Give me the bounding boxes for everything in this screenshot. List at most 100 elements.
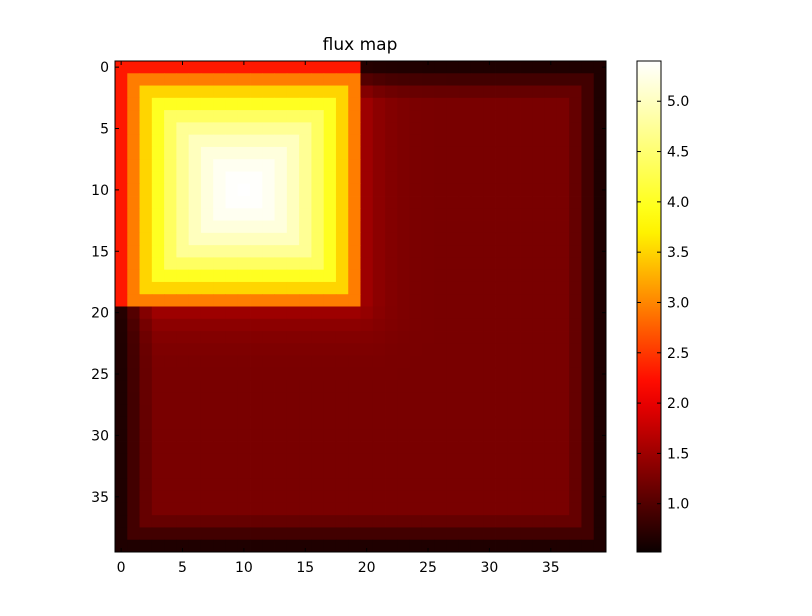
heatmap-cell bbox=[311, 539, 325, 553]
heatmap-cell bbox=[213, 269, 226, 283]
heatmap-cell bbox=[569, 85, 582, 99]
heatmap-cell bbox=[164, 269, 177, 283]
heatmap-cell bbox=[115, 85, 128, 99]
heatmap-cell bbox=[335, 85, 349, 99]
heatmap-cell bbox=[532, 294, 546, 307]
heatmap-cell bbox=[556, 355, 570, 369]
heatmap-cell bbox=[556, 97, 570, 111]
heatmap-cell bbox=[556, 343, 570, 356]
heatmap-cell bbox=[593, 367, 607, 381]
heatmap-cell bbox=[176, 232, 190, 246]
heatmap-cell bbox=[225, 466, 239, 479]
heatmap-cell bbox=[139, 331, 153, 344]
heatmap-cell bbox=[385, 146, 398, 160]
heatmap-cell bbox=[139, 429, 153, 442]
heatmap-cell bbox=[569, 122, 582, 136]
heatmap-cell bbox=[385, 441, 398, 455]
heatmap-cell bbox=[299, 171, 312, 185]
heatmap-cell bbox=[225, 416, 239, 430]
heatmap-cell bbox=[335, 134, 349, 148]
heatmap-cell bbox=[139, 367, 153, 381]
heatmap-cell bbox=[151, 429, 165, 442]
heatmap-cell bbox=[483, 466, 496, 479]
heatmap-cell bbox=[127, 453, 140, 467]
heatmap-cell bbox=[115, 134, 128, 148]
heatmap-cell bbox=[421, 453, 435, 467]
heatmap-cell bbox=[323, 515, 337, 528]
heatmap-cell bbox=[360, 269, 374, 283]
heatmap-cell bbox=[556, 490, 570, 504]
heatmap-cell bbox=[593, 466, 607, 479]
heatmap-cell bbox=[188, 97, 202, 111]
heatmap-cell bbox=[532, 355, 546, 369]
heatmap-cell bbox=[556, 466, 570, 479]
heatmap-cell bbox=[127, 429, 140, 442]
heatmap-cell bbox=[115, 73, 128, 86]
heatmap-cell bbox=[286, 183, 300, 197]
heatmap-cell bbox=[139, 527, 153, 541]
heatmap-cell bbox=[458, 196, 472, 209]
heatmap-cell bbox=[483, 453, 496, 467]
heatmap-cell bbox=[213, 416, 226, 430]
heatmap-cell bbox=[532, 331, 546, 344]
heatmap-cell bbox=[569, 294, 582, 307]
heatmap-cell bbox=[200, 85, 214, 99]
heatmap-cell bbox=[115, 245, 128, 258]
heatmap-cell bbox=[409, 318, 423, 332]
heatmap-cell bbox=[470, 490, 484, 504]
heatmap-cell bbox=[520, 269, 533, 283]
heatmap-cell bbox=[115, 478, 128, 492]
heatmap-cell bbox=[360, 515, 374, 528]
heatmap-cell bbox=[323, 110, 337, 123]
heatmap-cell bbox=[176, 318, 190, 332]
heatmap-cell bbox=[176, 343, 190, 356]
x-tick-label: 30 bbox=[480, 560, 498, 576]
heatmap-cell bbox=[532, 73, 546, 86]
heatmap-cell bbox=[507, 416, 521, 430]
heatmap-cell bbox=[335, 269, 349, 283]
heatmap-cell bbox=[520, 392, 533, 406]
heatmap-cell bbox=[434, 208, 447, 221]
heatmap-cell bbox=[409, 404, 423, 418]
heatmap-cell bbox=[139, 466, 153, 479]
heatmap-cell bbox=[495, 355, 509, 369]
heatmap-cell bbox=[225, 122, 239, 136]
heatmap-cell bbox=[421, 429, 435, 442]
heatmap-cell bbox=[470, 502, 484, 516]
heatmap-cell bbox=[176, 171, 190, 185]
heatmap-cell bbox=[397, 294, 410, 307]
heatmap-cell bbox=[213, 515, 226, 528]
heatmap-cell bbox=[544, 539, 558, 553]
heatmap-cell bbox=[556, 404, 570, 418]
heatmap-cell bbox=[421, 478, 435, 492]
heatmap-cell bbox=[409, 331, 423, 344]
heatmap-cell bbox=[127, 306, 140, 320]
heatmap-cell bbox=[593, 245, 607, 258]
heatmap-cell bbox=[446, 85, 460, 99]
heatmap-cell bbox=[299, 73, 312, 86]
heatmap-cell bbox=[385, 73, 398, 86]
heatmap-cell bbox=[127, 294, 140, 307]
heatmap-cell bbox=[458, 281, 472, 295]
heatmap-cell bbox=[458, 257, 472, 271]
heatmap-cell bbox=[520, 453, 533, 467]
heatmap-cell bbox=[544, 232, 558, 246]
heatmap-cell bbox=[409, 146, 423, 160]
heatmap-cell bbox=[139, 110, 153, 123]
heatmap-cell bbox=[569, 478, 582, 492]
heatmap-cell bbox=[188, 318, 202, 332]
heatmap-cell bbox=[520, 110, 533, 123]
heatmap-cell bbox=[250, 110, 263, 123]
heatmap-cell bbox=[385, 453, 398, 467]
heatmap-cell bbox=[397, 490, 410, 504]
heatmap-cell bbox=[495, 245, 509, 258]
heatmap-cell bbox=[569, 232, 582, 246]
heatmap-cell bbox=[385, 478, 398, 492]
heatmap-cell bbox=[556, 502, 570, 516]
heatmap-cell bbox=[213, 392, 226, 406]
heatmap-cell bbox=[372, 515, 386, 528]
heatmap-cell bbox=[446, 159, 460, 172]
heatmap-cell bbox=[434, 73, 447, 86]
heatmap-cell bbox=[434, 171, 447, 185]
heatmap-cell bbox=[593, 122, 607, 136]
